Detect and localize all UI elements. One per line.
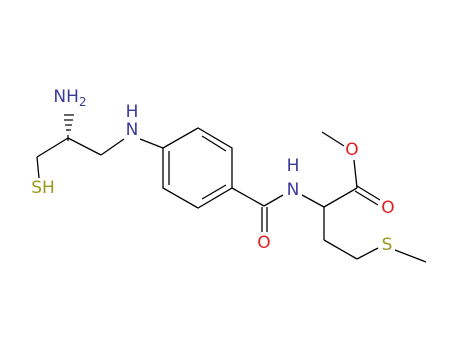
atom-label: SH xyxy=(31,178,55,198)
atom-label: S xyxy=(382,235,393,255)
atom-label: NH2 xyxy=(53,87,86,109)
atom-label: N xyxy=(287,180,300,200)
atom-hydrogen: H xyxy=(126,102,139,122)
atom-label: N xyxy=(126,120,139,140)
bonds xyxy=(36,114,427,263)
atom-hydrogen: H xyxy=(287,156,300,176)
atom-label: O xyxy=(381,198,394,218)
atom-label: O xyxy=(345,140,358,160)
atom-labels: NH2 SH N H N H O O O S xyxy=(31,87,394,255)
atom-label: O xyxy=(257,233,270,253)
